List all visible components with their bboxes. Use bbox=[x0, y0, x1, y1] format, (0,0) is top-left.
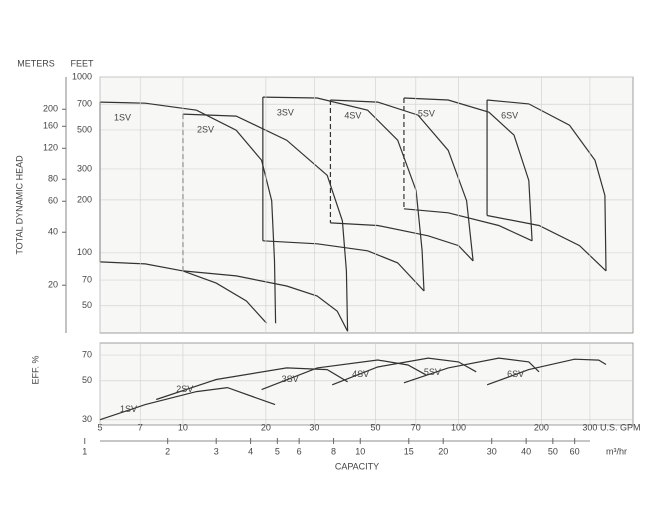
x2-tick-label: 5 bbox=[275, 446, 280, 456]
curve bbox=[403, 97, 533, 241]
x-tick-label: 300 bbox=[582, 422, 597, 432]
x-tick-label: 7 bbox=[138, 422, 143, 432]
y2-tick-label: 200 bbox=[43, 104, 58, 114]
y-tick-label: 50 bbox=[82, 375, 92, 385]
x2-tick-label: 6 bbox=[297, 446, 302, 456]
min-curve bbox=[99, 261, 267, 324]
x2-tick-label: 8 bbox=[331, 446, 336, 456]
y2-tick-label: 20 bbox=[48, 280, 58, 290]
y2-tick-label: 60 bbox=[48, 196, 58, 206]
y-tick-label: 50 bbox=[82, 300, 92, 310]
pump-label: 6SV bbox=[501, 110, 518, 120]
feet-unit: FEET bbox=[70, 58, 94, 68]
x2-tick-label: 40 bbox=[521, 446, 531, 456]
x-tick-label: 200 bbox=[534, 422, 549, 432]
x-tick-label: 50 bbox=[371, 422, 381, 432]
x2-tick-label: 10 bbox=[355, 446, 365, 456]
x-tick-label: 100 bbox=[451, 422, 466, 432]
curve bbox=[156, 367, 348, 401]
min-curve bbox=[486, 214, 607, 272]
min-curve bbox=[330, 222, 474, 262]
curve bbox=[330, 99, 474, 261]
pump-label: 1SV bbox=[114, 112, 131, 122]
capacity-axis-title: CAPACITY bbox=[335, 461, 379, 471]
curve bbox=[182, 113, 349, 332]
gpm-unit: U.S. GPM bbox=[600, 422, 641, 432]
pump-label: 4SV bbox=[344, 110, 361, 120]
curve bbox=[262, 96, 425, 292]
head-axis-title: TOTAL DYNAMIC HEAD bbox=[14, 155, 24, 255]
x2-tick-label: 50 bbox=[548, 446, 558, 456]
curve bbox=[261, 359, 426, 391]
pump-label: 5SV bbox=[424, 367, 441, 377]
y-tick-label: 700 bbox=[77, 99, 92, 109]
curve bbox=[487, 99, 607, 271]
curve bbox=[99, 386, 276, 421]
curve bbox=[403, 357, 540, 384]
m3hr-unit: m³/hr bbox=[606, 446, 627, 456]
y2-tick-label: 160 bbox=[43, 121, 58, 131]
x-tick-label: 5 bbox=[97, 422, 102, 432]
x-tick-label: 70 bbox=[411, 422, 421, 432]
pump-label: 3SV bbox=[282, 374, 299, 384]
x-tick-label: 30 bbox=[309, 422, 319, 432]
x-tick-label: 20 bbox=[261, 422, 271, 432]
curve bbox=[486, 358, 607, 386]
y-tick-label: 70 bbox=[82, 349, 92, 359]
x2-tick-label: 2 bbox=[165, 446, 170, 456]
y-tick-label: 30 bbox=[82, 414, 92, 424]
pump-label: 2SV bbox=[176, 384, 193, 394]
y-tick-label: 1000 bbox=[72, 71, 92, 81]
y2-tick-label: 80 bbox=[48, 174, 58, 184]
pump-label: 1SV bbox=[120, 404, 137, 414]
pump-label: 6SV bbox=[507, 369, 524, 379]
y-tick-label: 200 bbox=[77, 194, 92, 204]
pump-label: 3SV bbox=[277, 107, 294, 117]
min-curve bbox=[182, 270, 349, 332]
x2-tick-label: 4 bbox=[248, 446, 253, 456]
pump-label: 2SV bbox=[197, 124, 214, 134]
x2-tick-label: 1 bbox=[82, 446, 87, 456]
y-tick-label: 300 bbox=[77, 163, 92, 173]
y2-tick-label: 40 bbox=[48, 227, 58, 237]
min-curve bbox=[403, 208, 533, 242]
pump-label: 4SV bbox=[352, 369, 369, 379]
y-tick-label: 70 bbox=[82, 274, 92, 284]
x2-tick-label: 20 bbox=[438, 446, 448, 456]
meters-unit: METERS bbox=[17, 58, 55, 68]
y2-tick-label: 120 bbox=[43, 143, 58, 153]
x-tick-label: 10 bbox=[178, 422, 188, 432]
x2-tick-label: 3 bbox=[214, 446, 219, 456]
x2-tick-label: 15 bbox=[404, 446, 414, 456]
efficiency-axis-title: EFF. % bbox=[30, 355, 40, 384]
min-curve bbox=[262, 240, 425, 292]
curve bbox=[99, 101, 277, 324]
x2-tick-label: 30 bbox=[487, 446, 497, 456]
pump-label: 5SV bbox=[418, 108, 435, 118]
efficiency-plot-area bbox=[99, 342, 634, 426]
y-tick-label: 100 bbox=[77, 247, 92, 257]
y-tick-label: 500 bbox=[77, 124, 92, 134]
x2-tick-label: 60 bbox=[570, 446, 580, 456]
head-plot-area bbox=[99, 76, 634, 334]
